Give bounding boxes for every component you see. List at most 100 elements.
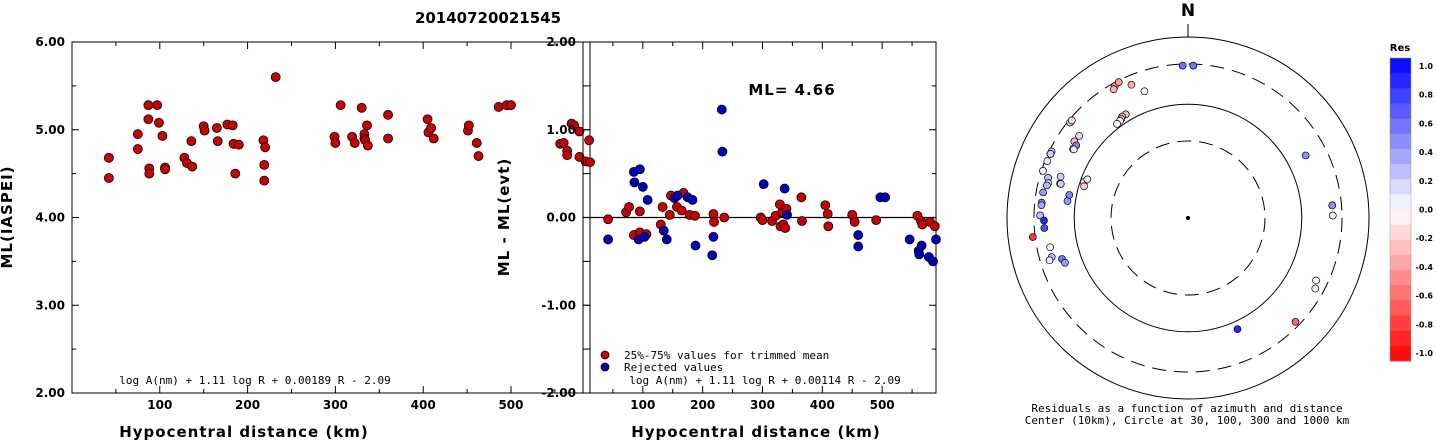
polar-caption-line1: Residuals as a function of azimuth and d…	[1031, 402, 1342, 415]
trimmed-point	[796, 192, 807, 203]
ml-data-point	[227, 120, 238, 131]
trimmed-point	[634, 206, 645, 217]
circle-100km	[1110, 140, 1266, 296]
x-tick-label: 100	[147, 398, 172, 412]
x-tick-label: 100	[630, 398, 655, 412]
station-residual-point	[1043, 157, 1052, 166]
rejected-point	[658, 225, 669, 236]
rejected-point	[928, 256, 938, 267]
rejected-point	[707, 250, 718, 261]
y-tick-label: 6.00	[35, 35, 65, 49]
colorbar-swatch	[1390, 270, 1411, 286]
station-residual-point	[1046, 150, 1055, 158]
station-residual-point	[1056, 180, 1065, 188]
trimmed-point	[676, 205, 687, 216]
rejected-point	[758, 179, 769, 190]
colorbar-swatch	[1390, 179, 1411, 195]
rejected-point	[717, 146, 728, 157]
rejected-point	[708, 231, 719, 242]
legend-marker-rejected	[600, 362, 610, 372]
trimmed-point	[871, 215, 882, 226]
colorbar-tick-label: 0.0	[1419, 206, 1434, 215]
colorbar-swatch	[1390, 73, 1411, 89]
plot1-y-axis-title: ML(IASPEI)	[0, 165, 16, 268]
colorbar-tick-label: -0.4	[1416, 263, 1434, 272]
ml-data-point	[471, 138, 482, 148]
x-tick-label: 300	[323, 398, 348, 412]
ml-data-point	[233, 139, 244, 150]
ml-data-point	[143, 114, 154, 125]
station-residual-point	[1291, 317, 1300, 326]
ml-annotation: ML= 4.66	[748, 81, 835, 99]
colorbar-swatch	[1390, 209, 1411, 226]
station-residual-point	[1114, 78, 1123, 86]
y-tick-label: -2.00	[541, 386, 576, 400]
legend-label-trimmed: 25%-75% values for trimmed mean	[624, 349, 829, 362]
colorbar-swatch	[1390, 133, 1411, 150]
residual-vs-distance-plot: Hypocentral distance (km) ML - ML(evt) M…	[495, 35, 941, 441]
ml-data-point	[356, 102, 367, 113]
station-residual-point	[1109, 85, 1118, 94]
station-residual-point	[1311, 284, 1320, 293]
rejected-point	[779, 183, 790, 194]
ml-data-point	[383, 109, 393, 120]
station-residual-point	[1178, 61, 1187, 70]
station-residual-point	[1045, 256, 1054, 265]
trimmed-point	[797, 216, 807, 226]
rejected-point	[716, 104, 727, 115]
station-residual-point	[1039, 167, 1047, 175]
station-residual-point	[1040, 224, 1049, 232]
rejected-point	[629, 177, 640, 188]
ml-data-point	[270, 72, 281, 82]
station-residual-point	[1328, 201, 1337, 210]
station-residual-point	[1301, 151, 1310, 160]
residual-colorbar: Res 1.0 0.8 0.6 0.4 0.2 0.0 -0.2 -0.4 -0.6 -0.8 -1…	[1389, 43, 1434, 362]
trimmed-point	[709, 216, 719, 227]
ml-data-point	[426, 123, 436, 133]
rejected-point	[931, 234, 941, 245]
station-residual-point	[1189, 61, 1198, 70]
colorbar-title: Res	[1390, 43, 1410, 54]
epicenter-dot	[1186, 216, 1190, 220]
legend-marker-trimmed	[600, 350, 610, 360]
rejected-point	[603, 234, 614, 245]
rejected-point	[914, 249, 925, 260]
y-tick-label: 2.00	[546, 35, 576, 49]
rejected-point	[853, 241, 864, 252]
colorbar-swatch	[1390, 118, 1411, 135]
station-residual-point	[1028, 233, 1037, 241]
station-residual-point	[1065, 191, 1074, 199]
ml-data-point	[160, 164, 170, 175]
circle-1000km	[1033, 63, 1343, 373]
colorbar-swatch	[1390, 300, 1411, 317]
colorbar-swatch	[1390, 224, 1411, 241]
plot2-formula: log A(nm) + 1.11 log R + 0.00114 R - 2.0…	[629, 374, 901, 387]
station-residual-point	[1083, 175, 1092, 184]
ml-data-point	[132, 144, 143, 154]
trimmed-point	[780, 223, 791, 233]
y-tick-label: 0.00	[546, 211, 576, 225]
station-residual-point	[1046, 243, 1054, 252]
polar-caption-line2: Center (10km), Circle at 30, 100, 300 an…	[1025, 414, 1350, 427]
plot1-formula: log A(nm) + 1.11 log R + 0.00189 R - 2.0…	[119, 374, 391, 387]
x-tick-label: 400	[411, 398, 436, 412]
colorbar-swatch	[1390, 239, 1411, 256]
rejected-point	[637, 181, 648, 192]
colorbar-tick-label: 0.8	[1419, 91, 1434, 100]
rejected-point	[690, 240, 701, 251]
plot2-x-axis-title: Hypocentral distance (km)	[631, 423, 881, 441]
x-tick-label: 500	[870, 398, 895, 412]
ml-data-point	[132, 129, 143, 140]
colorbar-swatch	[1390, 164, 1411, 180]
station-residual-point	[1056, 172, 1065, 181]
ml-data-point	[103, 173, 114, 183]
ml-data-point	[199, 125, 210, 136]
colorbar-tick-label: 0.4	[1419, 148, 1434, 157]
station-residual-point	[1113, 120, 1121, 128]
rejected-point	[642, 195, 653, 205]
y-tick-label: 3.00	[35, 298, 65, 312]
colorbar-swatch	[1390, 88, 1411, 104]
trimmed-point	[689, 210, 700, 221]
ml-data-point	[211, 123, 222, 133]
